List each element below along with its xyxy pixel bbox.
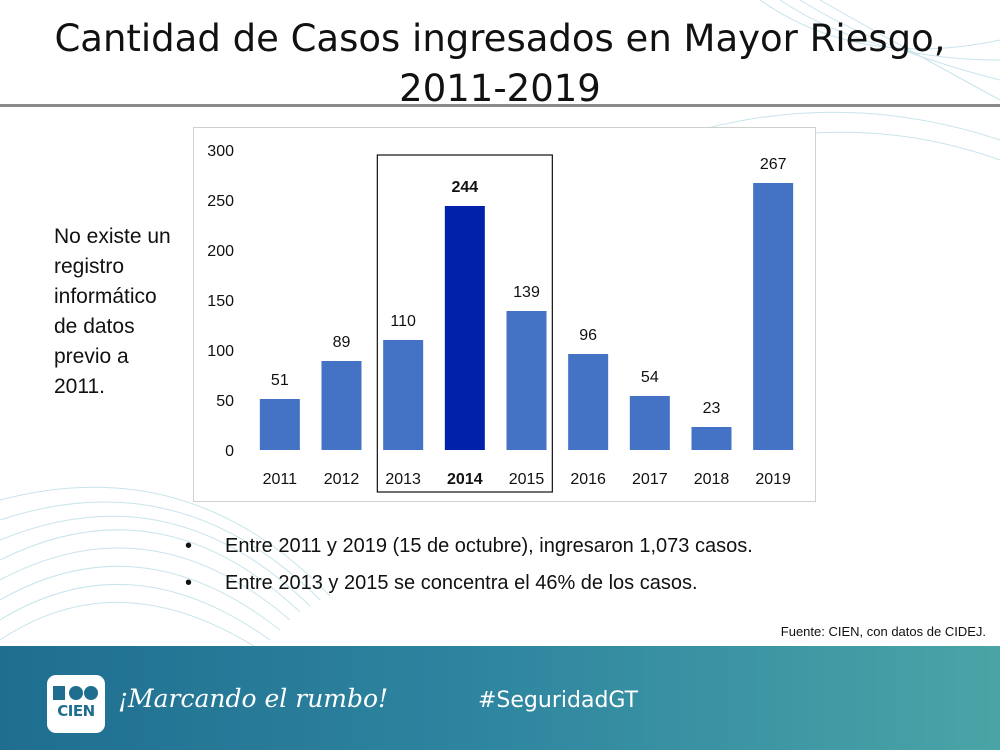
data-label-2011: 51 [271,372,289,389]
data-label-2018: 23 [703,400,721,417]
chart-container: 0 50 100 150 200 250 300 51 2011 89 2012 110 2013 244… [193,127,816,502]
bar-chart: 0 50 100 150 200 250 300 51 2011 89 2012 110 2013 244… [207,143,794,493]
data-label-2012: 89 [333,334,351,351]
highlight-frame [376,154,553,493]
bar-2014 [444,206,485,450]
bar-2017 [629,396,670,450]
bar-2013 [383,340,424,450]
data-label-2017: 54 [641,369,659,386]
data-label-2016: 96 [579,327,597,344]
y-tick-label: 100 [207,343,234,360]
x-tick-label-2018: 2018 [694,471,730,488]
bar-2019 [753,183,794,450]
bullet-list: • Entre 2011 y 2019 (15 de octubre), ing… [185,530,945,604]
hashtag: #SeguridadGT [478,688,639,713]
bar-2016 [568,354,609,450]
data-label-2014: 244 [451,179,478,196]
bullet-dot: • [185,535,193,557]
side-note: No existe un registro informático de dat… [54,225,171,398]
bar-2011 [259,399,300,450]
data-label-2019: 267 [760,156,787,173]
footer-bar: CIEN ¡Marcando el rumbo! #SeguridadGT [0,646,1000,750]
title-divider [0,104,1000,107]
x-tick-label-2015: 2015 [509,471,545,488]
y-tick-label: 250 [207,193,234,210]
bar-2018 [691,427,732,450]
bullet-text: Entre 2011 y 2019 (15 de octubre), ingre… [225,535,753,557]
bar-2015 [506,311,547,450]
y-tick-label: 50 [216,393,234,410]
x-tick-label-2012: 2012 [324,471,360,488]
x-tick-label-2016: 2016 [570,471,606,488]
x-tick-label-2014: 2014 [447,471,483,488]
y-tick-label: 150 [207,293,234,310]
slide-title: Cantidad de Casos ingresados en Mayor Ri… [0,14,1000,114]
source-note: Fuente: CIEN, con datos de CIDEJ. [780,624,986,639]
y-tick-label: 0 [225,443,234,460]
x-tick-label-2019: 2019 [755,471,791,488]
data-label-2013: 110 [390,313,416,330]
title-line-2: 2011-2019 [399,67,601,110]
data-label-2015: 139 [513,284,540,301]
x-tick-label-2011: 2011 [263,471,298,488]
bar-2012 [321,361,362,450]
bullet-dot: • [185,572,193,594]
y-tick-label: 200 [207,243,234,260]
y-tick-label: 300 [207,143,234,160]
bullet-item: • Entre 2011 y 2019 (15 de octubre), ing… [185,530,945,567]
logo-mark-icon [53,686,98,700]
slogan: ¡Marcando el rumbo! [118,684,389,713]
cien-logo: CIEN [47,675,105,733]
bullet-item: • Entre 2013 y 2015 se concentra el 46% … [185,567,945,604]
x-tick-label-2013: 2013 [385,471,421,488]
title-line-1: Cantidad de Casos ingresados en Mayor Ri… [54,17,946,60]
x-tick-label-2017: 2017 [632,471,668,488]
bullet-text: Entre 2013 y 2015 se concentra el 46% de… [225,572,698,594]
logo-text: CIEN [57,702,95,720]
